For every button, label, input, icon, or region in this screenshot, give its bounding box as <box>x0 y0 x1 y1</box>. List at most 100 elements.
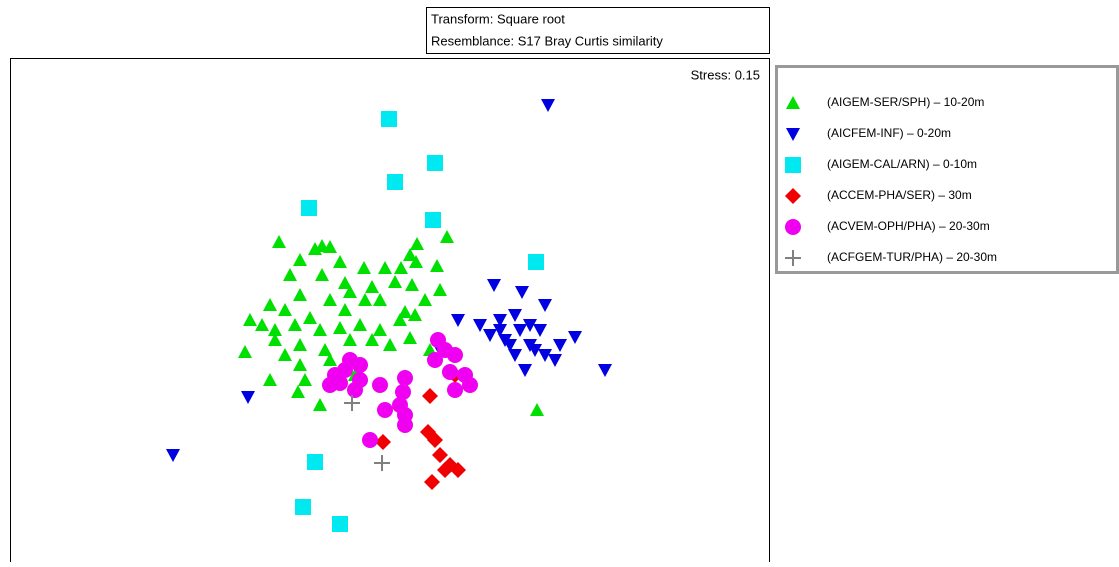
point <box>393 313 407 326</box>
point <box>447 382 463 398</box>
point <box>358 293 372 306</box>
point <box>373 323 387 336</box>
point <box>395 384 411 400</box>
legend-marker <box>785 250 801 266</box>
point <box>295 499 311 515</box>
point <box>538 349 552 362</box>
point <box>523 319 537 332</box>
point <box>447 347 463 363</box>
point <box>528 254 544 270</box>
legend-label: (ACFGEM-TUR/PHA) – 20-30m <box>827 250 997 264</box>
point <box>375 434 391 450</box>
point <box>313 323 327 336</box>
point <box>298 373 312 386</box>
point <box>425 212 441 228</box>
point <box>166 449 180 462</box>
point <box>408 308 422 321</box>
point <box>293 288 307 301</box>
point <box>243 313 257 326</box>
point <box>353 318 367 331</box>
point <box>283 268 297 281</box>
point <box>442 364 458 380</box>
point <box>553 339 567 352</box>
point <box>333 321 347 334</box>
point <box>450 462 466 478</box>
legend-box <box>775 65 1119 274</box>
point <box>327 367 343 383</box>
chart-subtitle: Resemblance: S17 Bray Curtis similarity <box>431 33 663 48</box>
point <box>323 293 337 306</box>
point <box>377 402 393 418</box>
point <box>307 454 323 470</box>
point <box>268 333 282 346</box>
point <box>238 345 252 358</box>
point <box>440 230 454 243</box>
point <box>394 261 408 274</box>
point <box>387 174 403 190</box>
point <box>405 278 419 291</box>
point <box>357 261 371 274</box>
point <box>344 395 360 411</box>
point <box>288 318 302 331</box>
point <box>272 235 286 248</box>
legend-marker <box>785 219 801 235</box>
point <box>315 268 329 281</box>
legend-label: (AICFEM-INF) – 0-20m <box>827 126 951 140</box>
point <box>403 248 417 261</box>
title-box <box>426 7 770 54</box>
point <box>347 382 363 398</box>
point <box>293 358 307 371</box>
point <box>530 403 544 416</box>
point <box>503 339 517 352</box>
point <box>515 286 529 299</box>
point <box>462 377 478 393</box>
plot-frame <box>10 58 770 567</box>
legend-label: (AIGEM-CAL/ARN) – 0-10m <box>827 157 977 171</box>
point <box>403 331 417 344</box>
point <box>410 237 424 250</box>
legend-label: (ACCEM-PHA/SER) – 30m <box>827 188 972 202</box>
point <box>372 377 388 393</box>
point <box>424 474 440 490</box>
point <box>308 242 322 255</box>
point <box>374 455 390 471</box>
legend-marker <box>785 157 801 173</box>
point <box>373 293 387 306</box>
point <box>241 391 255 404</box>
legend-label: (AIGEM-SER/SPH) – 10-20m <box>827 95 984 109</box>
point <box>333 255 347 268</box>
point <box>365 333 379 346</box>
point <box>378 261 392 274</box>
point <box>548 354 562 367</box>
point <box>263 373 277 386</box>
point <box>483 329 497 342</box>
point <box>323 353 337 366</box>
point <box>538 299 552 312</box>
legend-marker <box>786 96 800 109</box>
point <box>427 352 443 368</box>
point <box>427 155 443 171</box>
point <box>338 276 352 289</box>
point <box>343 333 357 346</box>
point <box>598 364 612 377</box>
chart-title: Transform: Square root <box>431 11 565 26</box>
point <box>293 338 307 351</box>
point <box>323 240 337 253</box>
point <box>508 349 522 362</box>
point <box>518 364 532 377</box>
point <box>493 314 507 327</box>
point <box>409 255 423 268</box>
point <box>473 319 487 332</box>
point <box>303 311 317 324</box>
point <box>432 447 448 463</box>
point <box>313 398 327 411</box>
point <box>523 339 537 352</box>
point <box>278 348 292 361</box>
point <box>338 303 352 316</box>
point <box>362 432 378 448</box>
point <box>513 324 527 337</box>
point <box>427 432 443 448</box>
point <box>291 385 305 398</box>
legend-label: (ACVEM-OPH/PHA) – 20-30m <box>827 219 990 233</box>
